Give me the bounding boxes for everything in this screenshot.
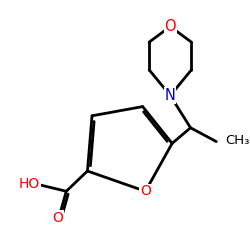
- Text: HO: HO: [18, 177, 40, 191]
- Text: O: O: [164, 19, 176, 34]
- Text: O: O: [52, 211, 63, 225]
- Text: O: O: [140, 184, 151, 198]
- Text: CH₃: CH₃: [226, 134, 250, 147]
- Text: N: N: [165, 88, 176, 103]
